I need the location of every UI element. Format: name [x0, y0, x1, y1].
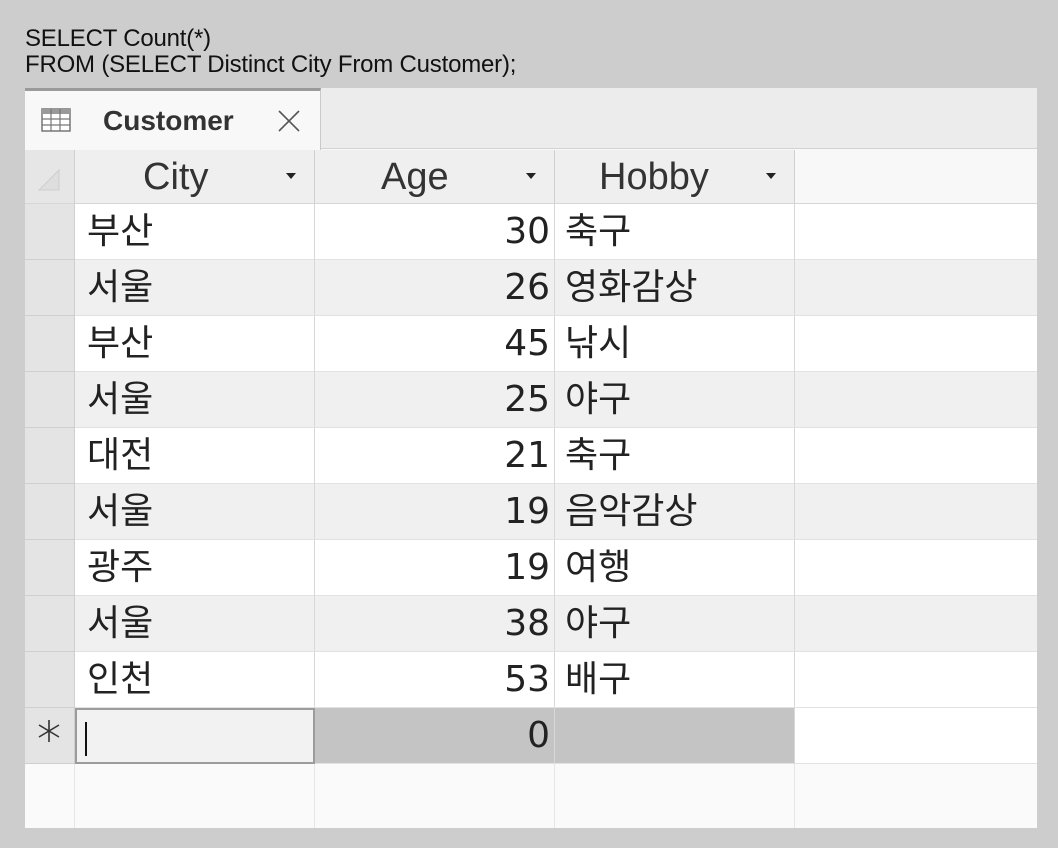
dropdown-arrow-icon[interactable] — [765, 172, 777, 180]
cell-hobby[interactable]: 영화감상 — [555, 260, 795, 316]
row-selector[interactable] — [25, 428, 75, 484]
cell-hobby[interactable]: 음악감상 — [555, 484, 795, 540]
row-empty-area — [795, 652, 1037, 708]
cell-hobby[interactable]: 야구 — [555, 372, 795, 428]
column-header-label: Age — [381, 156, 449, 198]
row-selector[interactable] — [25, 484, 75, 540]
row-empty-area — [795, 204, 1037, 260]
row-selector[interactable] — [25, 260, 75, 316]
select-all-corner[interactable] — [25, 150, 75, 204]
cell-age[interactable]: 25 — [315, 372, 555, 428]
row-empty-area — [795, 316, 1037, 372]
row-empty-area — [795, 428, 1037, 484]
tab-label: Customer — [103, 105, 234, 136]
cell-hobby[interactable]: 여행 — [555, 540, 795, 596]
row-selector[interactable] — [25, 204, 75, 260]
grid-blank-area — [25, 764, 1037, 828]
tab-customer[interactable]: Customer — [25, 88, 321, 150]
cell-age[interactable]: 21 — [315, 428, 555, 484]
column-header-label: City — [143, 156, 209, 198]
cell-city[interactable]: 서울 — [75, 372, 315, 428]
sql-query-text: SELECT Count(*) FROM (SELECT Distinct Ci… — [25, 26, 516, 78]
cell-hobby[interactable]: 축구 — [555, 204, 795, 260]
column-gridline — [74, 764, 75, 828]
cell-age[interactable]: 38 — [315, 596, 555, 652]
new-city-input[interactable] — [75, 708, 315, 764]
cell-age[interactable]: 19 — [315, 540, 555, 596]
row-selector[interactable] — [25, 540, 75, 596]
new-age-input[interactable]: 0 — [315, 708, 555, 764]
row-selector[interactable] — [25, 652, 75, 708]
table-datasheet-window: Customer City Age Hobby 부산 30 축구 서울 26 영화감상 부 — [25, 88, 1037, 828]
header-empty-area — [795, 150, 1037, 204]
cell-age[interactable]: 53 — [315, 652, 555, 708]
cell-city[interactable]: 서울 — [75, 596, 315, 652]
column-header-hobby[interactable]: Hobby — [555, 150, 795, 204]
text-caret — [85, 722, 87, 756]
row-selector[interactable] — [25, 596, 75, 652]
row-empty-area — [795, 372, 1037, 428]
column-header-label: Hobby — [599, 156, 709, 198]
cell-hobby[interactable]: 낚시 — [555, 316, 795, 372]
dropdown-arrow-icon[interactable] — [525, 172, 537, 180]
row-empty-area — [795, 708, 1037, 764]
cell-hobby[interactable]: 축구 — [555, 428, 795, 484]
row-empty-area — [795, 260, 1037, 316]
sql-line-1: SELECT Count(*) — [25, 25, 211, 52]
row-selector[interactable] — [25, 372, 75, 428]
cell-hobby[interactable]: 배구 — [555, 652, 795, 708]
row-selector[interactable] — [25, 708, 75, 764]
row-empty-area — [795, 484, 1037, 540]
column-gridline — [554, 764, 555, 828]
datasheet-grid: City Age Hobby 부산 30 축구 서울 26 영화감상 부산 45 낚시 서울 25 야… — [25, 150, 1037, 828]
cell-age[interactable]: 45 — [315, 316, 555, 372]
sql-line-2: FROM (SELECT Distinct City From Customer… — [25, 51, 517, 78]
row-empty-area — [795, 596, 1037, 652]
cell-age[interactable]: 19 — [315, 484, 555, 540]
new-hobby-input[interactable] — [555, 708, 795, 764]
cell-age[interactable]: 30 — [315, 204, 555, 260]
cell-age[interactable]: 26 — [315, 260, 555, 316]
cell-city[interactable]: 대전 — [75, 428, 315, 484]
cell-city[interactable]: 부산 — [75, 316, 315, 372]
close-icon[interactable] — [277, 109, 301, 133]
cell-city[interactable]: 인천 — [75, 652, 315, 708]
cell-city[interactable]: 서울 — [75, 260, 315, 316]
cell-city[interactable]: 광주 — [75, 540, 315, 596]
column-gridline — [314, 764, 315, 828]
cell-hobby[interactable]: 야구 — [555, 596, 795, 652]
column-gridline — [794, 764, 795, 828]
cell-city[interactable]: 부산 — [75, 204, 315, 260]
cell-city[interactable]: 서울 — [75, 484, 315, 540]
column-header-age[interactable]: Age — [315, 150, 555, 204]
row-empty-area — [795, 540, 1037, 596]
new-record-asterisk-icon — [38, 720, 60, 742]
row-selector[interactable] — [25, 316, 75, 372]
select-all-triangle-icon — [37, 168, 60, 191]
table-icon — [41, 108, 71, 132]
dropdown-arrow-icon[interactable] — [285, 172, 297, 180]
document-tab-bar: Customer — [25, 88, 1037, 150]
column-header-city[interactable]: City — [75, 150, 315, 204]
